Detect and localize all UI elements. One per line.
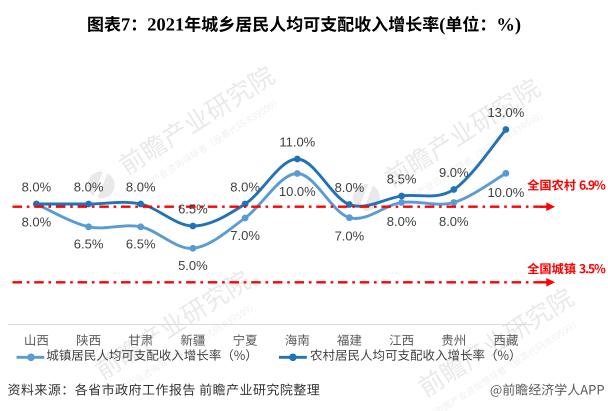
svg-text:6.5%: 6.5% — [126, 237, 156, 252]
svg-text:10.0%: 10.0% — [279, 184, 316, 199]
svg-text:13.0%: 13.0% — [487, 105, 524, 120]
svg-text:8.0%: 8.0% — [439, 214, 469, 229]
svg-text:8.0%: 8.0% — [22, 214, 52, 229]
svg-text:8.0%: 8.0% — [387, 214, 417, 229]
svg-text:6.5%: 6.5% — [74, 237, 104, 252]
svg-text:8.0%: 8.0% — [335, 180, 365, 195]
svg-text:5.0%: 5.0% — [178, 258, 208, 273]
svg-text:8.0%: 8.0% — [126, 180, 156, 195]
svg-text:6.5%: 6.5% — [178, 201, 208, 216]
svg-text:8.5%: 8.5% — [387, 172, 417, 187]
svg-text:8.0%: 8.0% — [74, 180, 104, 195]
svg-text:7.0%: 7.0% — [335, 229, 365, 244]
svg-text:7.0%: 7.0% — [230, 228, 260, 243]
svg-text:10.0%: 10.0% — [487, 185, 524, 200]
svg-text:8.0%: 8.0% — [230, 180, 260, 195]
svg-text:8.0%: 8.0% — [22, 180, 52, 195]
svg-text:11.0%: 11.0% — [279, 135, 315, 150]
svg-text:9.0%: 9.0% — [439, 165, 469, 180]
